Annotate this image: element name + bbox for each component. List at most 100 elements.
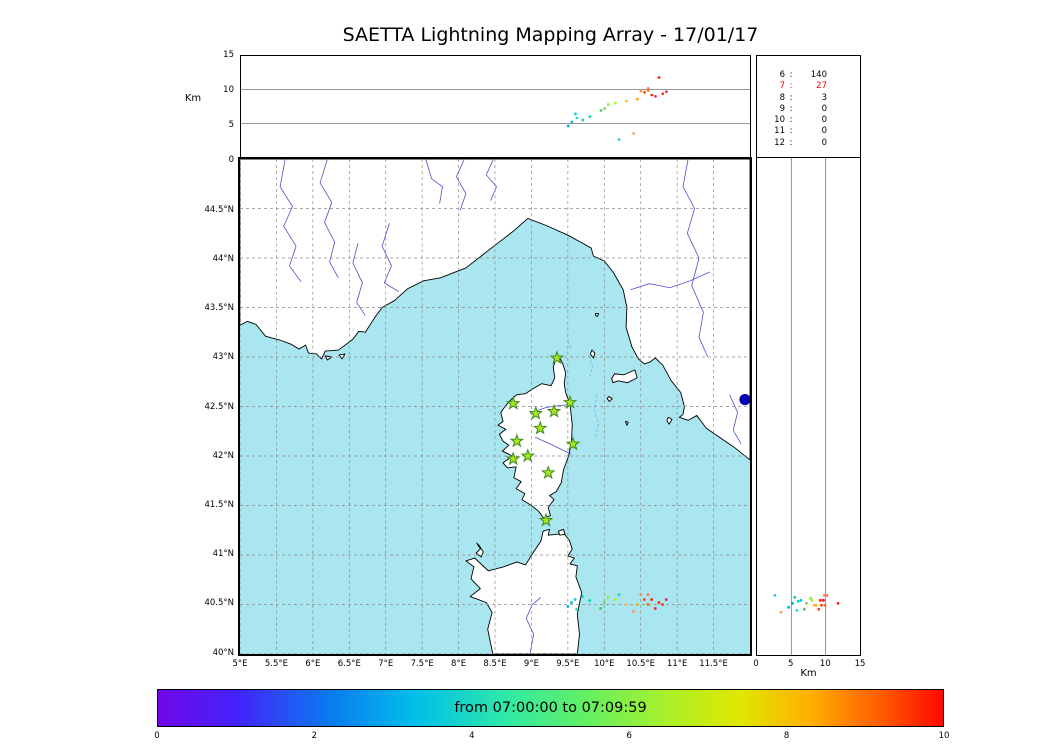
alt-axis-label-left: Km bbox=[184, 93, 202, 104]
count-level: 10 bbox=[774, 115, 785, 126]
station-star-marker bbox=[538, 512, 554, 527]
lightning-source-point bbox=[570, 601, 573, 604]
lon-tick-label: 6°E bbox=[305, 659, 321, 669]
lightning-source-point bbox=[805, 601, 808, 605]
altitude-longitude-plot bbox=[241, 76, 750, 141]
lightning-source-point bbox=[646, 88, 650, 92]
station-star-marker bbox=[528, 405, 544, 420]
count-value: 0 bbox=[821, 137, 827, 148]
lon-tick-label: 9°E bbox=[523, 659, 539, 669]
station-star-marker bbox=[549, 350, 565, 365]
count-level: 12 bbox=[774, 137, 785, 148]
lightning-source-point bbox=[639, 593, 643, 597]
lightning-source-point bbox=[566, 605, 570, 608]
lightning-source-point bbox=[654, 95, 657, 98]
lightning-source-point bbox=[799, 598, 803, 602]
count-value: 140 bbox=[810, 70, 827, 80]
alt-tick-label-right: 10 bbox=[819, 659, 831, 669]
colorbar-tick-label: 6 bbox=[626, 731, 632, 741]
landmass-gorgona bbox=[595, 312, 599, 317]
lightning-source-point bbox=[817, 607, 821, 611]
count-value: 0 bbox=[821, 126, 827, 137]
river bbox=[534, 436, 571, 455]
lightning-source-point bbox=[588, 115, 592, 118]
lon-tick-label: 10.5°E bbox=[626, 659, 655, 669]
lightning-source-point bbox=[613, 598, 617, 601]
station-star-marker bbox=[546, 403, 562, 418]
count-separator: : bbox=[789, 81, 793, 92]
count-level: 8 bbox=[779, 92, 785, 103]
lightning-source-point bbox=[661, 92, 665, 96]
lightning-source-point bbox=[823, 603, 827, 607]
altitude-vs-longitude-panel bbox=[240, 55, 751, 160]
lightning-source-point bbox=[639, 89, 643, 93]
alt-tick-label-left: 0 bbox=[228, 155, 234, 165]
lightning-source-point bbox=[825, 593, 829, 597]
lightning-source-point bbox=[588, 599, 592, 602]
count-row: 12: 0 bbox=[769, 138, 860, 149]
station-star-marker bbox=[505, 451, 521, 466]
lightning-source-point bbox=[606, 103, 610, 106]
lightning-source-point bbox=[814, 603, 818, 607]
lon-tick-label: 6.5°E bbox=[337, 659, 361, 669]
landmass-mainland-france-italy bbox=[240, 159, 750, 461]
count-separator: : bbox=[789, 137, 793, 148]
lat-tick-label: 42°N bbox=[212, 450, 234, 461]
lightning-source-point bbox=[575, 608, 578, 611]
station-star-marker bbox=[540, 465, 556, 480]
lightning-source-point bbox=[646, 603, 650, 606]
river bbox=[381, 223, 400, 292]
lightning-source-point bbox=[650, 598, 654, 601]
lightning-source-point bbox=[581, 595, 584, 598]
sea-contour bbox=[567, 340, 572, 350]
lightning-source-point bbox=[632, 132, 636, 135]
lat-tick-label: 40.5°N bbox=[204, 598, 234, 609]
lat-tick-label: 41°N bbox=[212, 549, 234, 560]
lightning-source-point bbox=[836, 601, 840, 605]
count-row: 10: 0 bbox=[769, 115, 860, 126]
lightning-source-point bbox=[635, 603, 639, 606]
count-level: 7 bbox=[779, 81, 785, 92]
lightning-source-point bbox=[796, 599, 800, 603]
river bbox=[485, 159, 497, 201]
count-separator: : bbox=[789, 115, 793, 126]
lat-tick-label: 43°N bbox=[212, 352, 234, 363]
landmass-port-cros bbox=[338, 353, 346, 360]
alt-tick-label-right: 15 bbox=[854, 659, 866, 669]
station-star-marker bbox=[562, 394, 578, 409]
lightning-source-point bbox=[657, 601, 661, 604]
count-separator: : bbox=[789, 70, 793, 80]
landmass-capraia bbox=[589, 349, 596, 359]
lightning-source-point bbox=[602, 601, 606, 604]
station-star-marker bbox=[565, 436, 581, 451]
count-separator: : bbox=[789, 103, 793, 114]
lightning-source-point bbox=[773, 593, 777, 597]
count-level: 11 bbox=[774, 126, 785, 137]
lightning-source-point bbox=[653, 607, 657, 610]
altitude-latitude-plot bbox=[773, 158, 840, 655]
count-row: 7: 27 bbox=[769, 81, 860, 92]
lightning-source-point bbox=[624, 99, 628, 103]
station-star-marker bbox=[509, 433, 525, 448]
lightning-source-point bbox=[809, 596, 812, 600]
landmass-corsica bbox=[497, 355, 573, 519]
station-star-marker bbox=[505, 395, 521, 410]
lightning-source-point bbox=[822, 593, 826, 597]
lightning-source-point bbox=[664, 90, 668, 94]
river bbox=[525, 597, 542, 654]
count-level: 6 bbox=[779, 70, 785, 80]
lightning-source-point bbox=[657, 76, 661, 79]
time-colorbar: from 07:00:00 to 07:09:59 bbox=[157, 689, 944, 727]
lightning-source-point bbox=[603, 107, 606, 110]
alt-tick-label-right: 0 bbox=[753, 659, 759, 669]
lightning-source-point bbox=[599, 109, 603, 112]
lightning-source-point bbox=[573, 598, 577, 601]
lightning-source-point bbox=[820, 603, 823, 607]
count-value: 27 bbox=[816, 81, 827, 92]
lightning-source-point bbox=[617, 138, 621, 141]
lightning-source-point bbox=[650, 93, 654, 97]
count-separator: : bbox=[789, 92, 793, 103]
lightning-source-point bbox=[822, 598, 825, 602]
landmass-maddalena bbox=[557, 528, 566, 536]
